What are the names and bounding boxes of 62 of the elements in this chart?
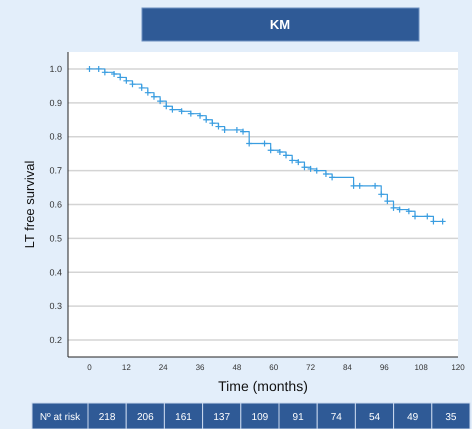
point — [239, 128, 247, 136]
x-tick-label: 0 — [87, 363, 92, 372]
point — [430, 218, 438, 226]
text: 54 — [368, 412, 380, 423]
text: 49 — [407, 412, 419, 423]
x-axis-title: Time (months) — [218, 378, 308, 394]
x-tick-label: 48 — [232, 363, 242, 372]
point — [233, 126, 240, 134]
text: 218 — [98, 412, 116, 423]
point — [390, 204, 398, 212]
point — [156, 98, 164, 105]
y-axis-title: LT free survival — [22, 160, 37, 248]
point — [396, 206, 404, 214]
point — [411, 212, 419, 220]
text: 35 — [445, 412, 457, 423]
x-tick-label: 96 — [380, 363, 390, 372]
point — [371, 182, 379, 190]
point — [288, 156, 296, 164]
point — [378, 190, 385, 198]
chart-title: KM — [270, 17, 290, 32]
text: Nº at risk — [40, 412, 82, 423]
point — [144, 89, 152, 96]
text: 206 — [136, 412, 154, 423]
y-tick-label: 1.0 — [49, 64, 62, 74]
y-tick-label: 0.5 — [49, 233, 62, 244]
y-tick-label: 0.9 — [49, 98, 62, 108]
y-tick-label: 0.8 — [49, 132, 62, 142]
x-tick-label: 84 — [342, 363, 352, 372]
point — [294, 158, 302, 166]
point — [187, 110, 194, 118]
point — [196, 112, 204, 120]
y-tick-label: 0.6 — [49, 200, 62, 210]
point — [356, 182, 364, 190]
point — [267, 146, 274, 154]
text: 91 — [292, 412, 304, 423]
point — [405, 208, 412, 215]
x-tick-label: 36 — [196, 363, 206, 372]
point — [150, 93, 158, 100]
text: 161 — [175, 412, 192, 423]
y-tick-label: 0.4 — [49, 267, 62, 278]
x-tick-label: 108 — [414, 363, 428, 372]
text: 137 — [213, 412, 230, 423]
point — [260, 140, 268, 148]
point — [350, 182, 358, 190]
y-tick-label: 0.2 — [49, 335, 62, 346]
y-tick-label: 0.3 — [49, 301, 62, 312]
point — [178, 108, 186, 115]
point — [313, 167, 320, 174]
x-tick-label: 120 — [451, 363, 466, 372]
point — [138, 84, 146, 92]
x-tick-label: 24 — [158, 363, 168, 372]
point — [384, 198, 391, 205]
point — [300, 164, 308, 171]
point — [307, 165, 314, 173]
text: 109 — [252, 412, 269, 423]
x-tick-label: 12 — [122, 363, 132, 372]
point — [246, 140, 253, 148]
y-tick-label: 0.7 — [49, 166, 62, 176]
x-tick-label: 60 — [269, 363, 279, 372]
text: 74 — [330, 412, 342, 423]
x-tick-label: 72 — [306, 363, 316, 372]
point — [424, 212, 431, 220]
